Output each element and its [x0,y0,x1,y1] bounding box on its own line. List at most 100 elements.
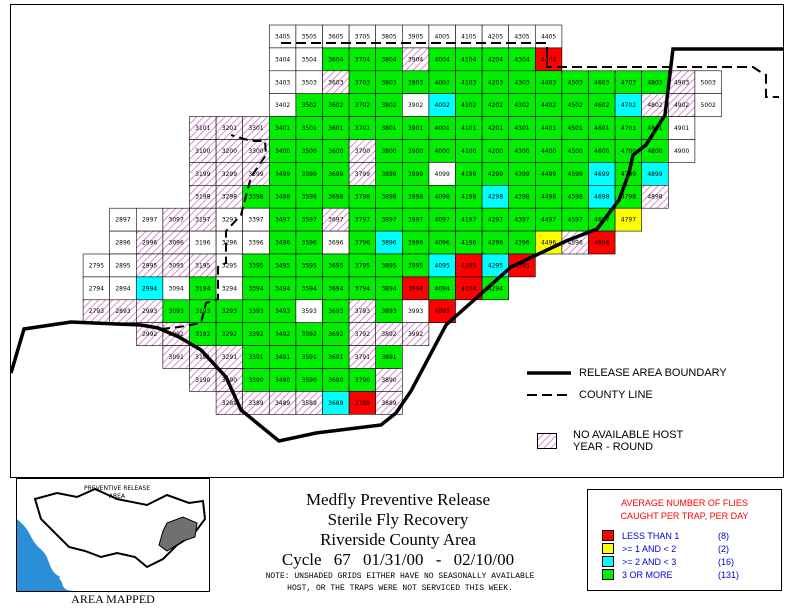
grid-cell-label: 3091 [169,354,184,361]
grid-cell-label: 3996 [408,240,423,247]
grid-cell-label: 4702 [621,102,636,109]
grid-cell-label: 3795 [355,262,370,269]
fly-legend-label: LESS THAN 1 [622,530,680,541]
legend-boundary-label: RELEASE AREA BOUNDARY [579,367,727,379]
grid-cell-3601: 3601 [322,116,350,140]
grid-cell-label: 2897 [115,217,130,224]
grid-cell-3904: 3904 [401,47,430,72]
grid-cell-3301: 3301 [242,116,270,140]
grid-cell-3789: 3789 [348,391,377,415]
grid-cell-label: 3691 [328,354,343,361]
grid-cell-3192: 3192 [189,322,217,346]
grid-cell-label: 3200 [222,148,237,155]
grid-cell-3496: 3496 [268,230,297,255]
grid-cell-label: 3193 [195,308,210,315]
grid-cell-label: 4298 [488,194,503,201]
grid-cell-label: 3400 [275,148,290,155]
grid-cell-label: 4903 [674,79,689,86]
grid-cell-label: 3805 [381,34,396,41]
grid-cell-label: 4499 [541,171,556,178]
grid-cell-4402: 4402 [534,93,563,117]
grid-cell-label: 3903 [408,79,423,86]
grid-cell-4204: 4204 [481,47,510,72]
grid-cell-3800: 3800 [375,139,403,163]
grid-cell-3695: 3695 [322,253,350,278]
title-cycle-row: Cycle 67 01/31/00 - 02/10/00 [222,550,574,570]
grid-cell-label: 4197 [461,217,476,224]
grid-cell-2996: 2996 [136,230,164,255]
grid-cell-label: 4397 [514,217,529,224]
grid-cell-label: 3904 [408,56,423,63]
grid-cell-label: 3590 [302,377,317,384]
grid-cell-3299: 3299 [215,162,244,186]
grid-cell-3390: 3390 [242,368,270,392]
grid-cell-3794: 3794 [348,276,377,301]
grid-cell-3498: 3498 [268,185,297,209]
grid-cell-4201: 4201 [481,116,510,140]
grid-cell-label: 3198 [195,194,210,201]
grid-cell-3505: 3505 [295,24,323,49]
grid-cell-label: 3389 [248,400,263,407]
grid-cell-label: 3701 [355,125,370,132]
grid-cell-4203: 4203 [481,70,510,95]
grid-cell-3696: 3696 [322,230,350,255]
grid-cell-2794: 2794 [82,276,110,301]
grid-cell-3597: 3597 [295,207,323,232]
grid-cell-3494: 3494 [268,276,297,301]
grid-cell-label: 4800 [647,148,662,155]
grid-cell-4603: 4603 [588,70,616,95]
fly-legend-count: (131) [718,569,740,580]
grid-cell-3805: 3805 [375,24,403,49]
grid-cell-4205: 4205 [481,24,510,49]
grid-cell-label: 3899 [381,171,396,178]
grid-cell-label: 3294 [222,285,237,292]
grid-cell-label: 2994 [142,285,157,292]
map-svg: 3405 3505 3605 3705 3805 3905 4005 4105 4205 4305… [11,24,783,443]
grid-cell-3900: 3900 [401,139,430,163]
grid-cell-label: 4599 [568,171,583,178]
grid-cell-fill [667,139,696,163]
grid-cell-label: 4105 [461,34,476,41]
grid-cell-fill [481,276,510,301]
grid-cell-fill [614,207,642,232]
grid-cell-label: 4396 [514,240,529,247]
grid-cell-3596: 3596 [295,230,323,255]
grid-cell-label: 3700 [355,148,370,155]
grid-cell-label: 4601 [594,125,609,132]
legend-row-nohost: NO AVAILABLE HOST YEAR - ROUND [527,429,683,453]
grid-cell-label: 3397 [248,217,263,224]
grid-cell-label: 4602 [594,102,609,109]
grid-cell-label: 4402 [541,102,556,109]
grid-cell-label: 3792 [355,331,370,338]
grid-cell-3095: 3095 [162,253,190,278]
grid-cell-label: 3601 [328,125,343,132]
grid-cell-label: 4700 [621,148,636,155]
county-line [281,42,779,98]
grid-cell-4301: 4301 [508,116,536,140]
grid-cell-3503: 3503 [295,70,323,95]
grid-cell-3602: 3602 [322,93,350,117]
grid-cell-label: 4295 [488,262,503,269]
grid-cell-4601: 4601 [588,116,616,140]
grid-cell-label: 4103 [461,79,476,86]
grid-cell-label: 2895 [115,262,130,269]
grid-cell-3600: 3600 [322,139,350,163]
grid-cell-2993: 2993 [136,299,164,323]
grid-cell-label: 4503 [568,79,583,86]
grid-cell-3701: 3701 [348,116,377,140]
grid-cell-3296: 3296 [215,230,244,255]
grid-cell-label: 2893 [115,308,130,315]
grid-cell-4903: 4903 [667,70,696,95]
grid-cell-3892: 3892 [375,322,403,346]
grid-cell-3190: 3190 [189,368,217,392]
grid-cell-4199: 4199 [455,162,483,186]
grid-cell-3599: 3599 [295,162,323,186]
grid-cell-3291: 3291 [215,345,244,369]
grid-cell-label: 4500 [568,148,583,155]
grid-cell-label: 4205 [488,34,503,41]
grid-cell-label: 4501 [568,125,583,132]
grid-cell-3194: 3194 [189,276,217,301]
grid-cell-label: 3497 [275,217,290,224]
map-frame: 3405 3505 3605 3705 3805 3905 4005 4105 4205 4305… [10,4,784,478]
grid-cell-label: 2997 [142,217,157,224]
